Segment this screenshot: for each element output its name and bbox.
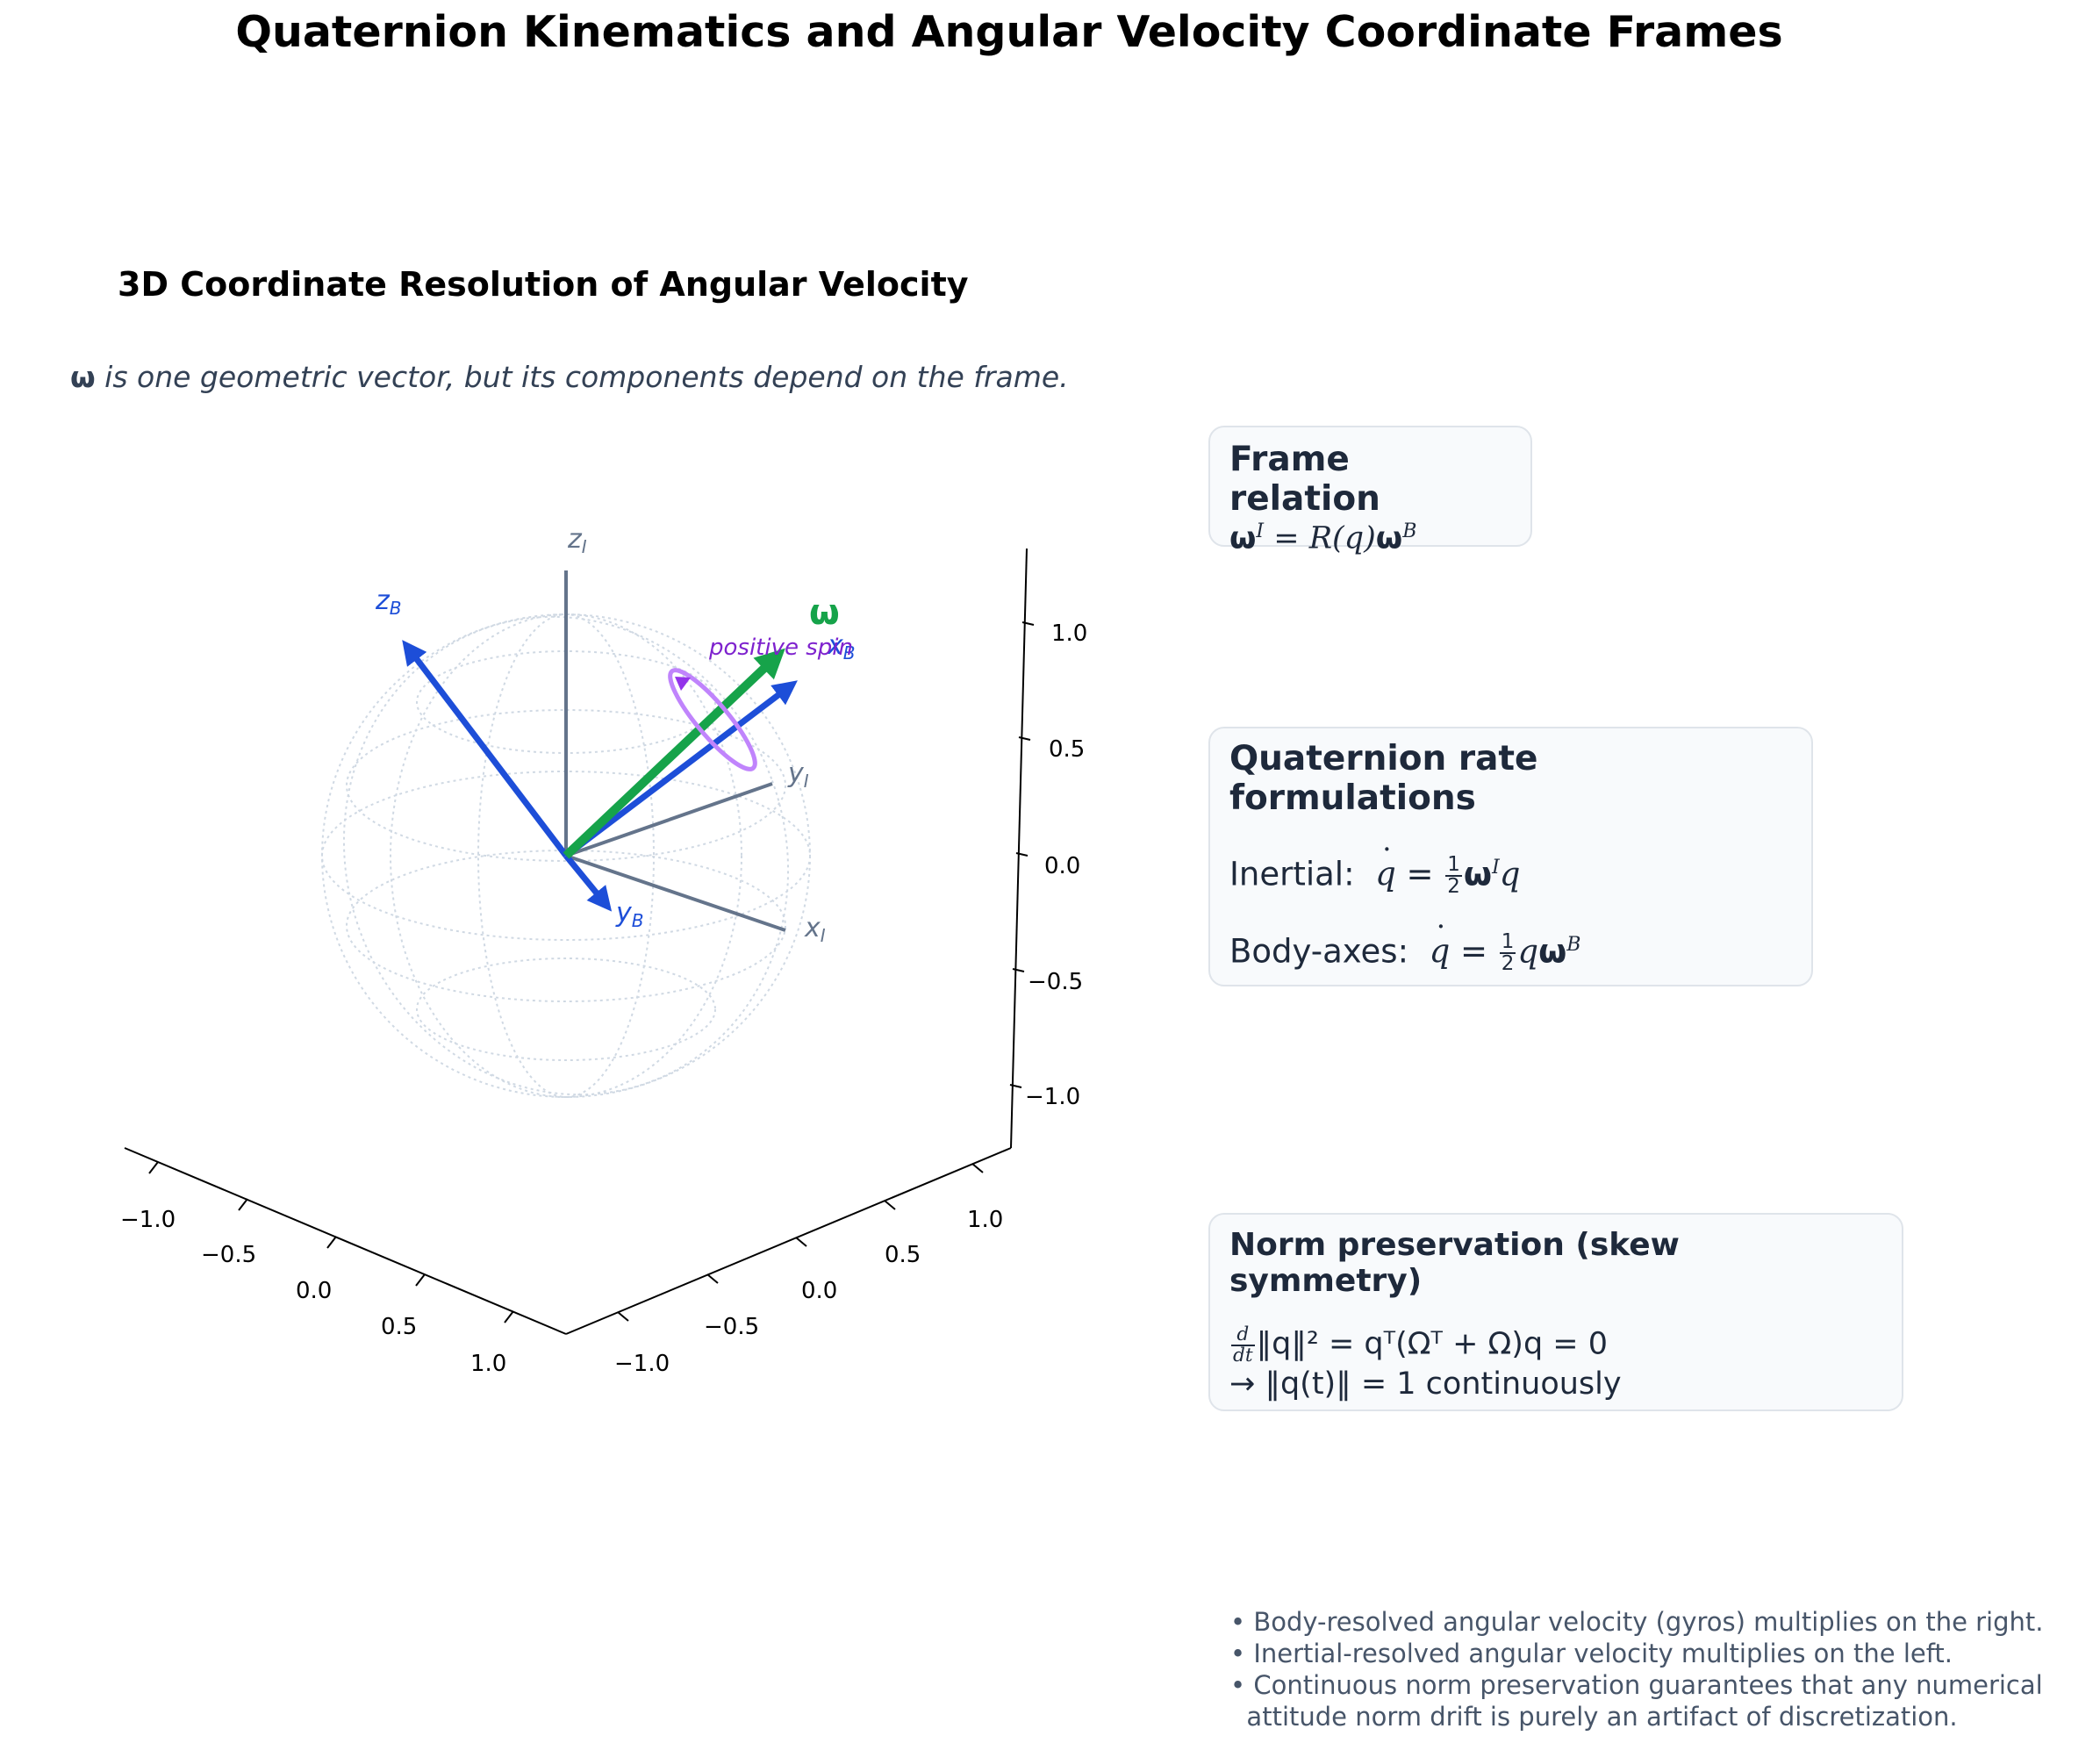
frame-relation-heading: Frame relation bbox=[1229, 440, 1380, 519]
norm-derivative-equation: d dt ‖q‖² = qᵀ(Ωᵀ + Ω)q = 0 bbox=[1231, 1323, 1609, 1366]
inertial-rate-equation: Inertial: q ˙ = 1 2 ωIq bbox=[1229, 843, 1521, 898]
label-z-inertial: zI bbox=[567, 524, 587, 557]
label-z-body: zB bbox=[375, 585, 401, 619]
axis-labels: zI yI xI zB yB xB bbox=[375, 524, 856, 946]
quaternion-rates-heading: Quaternion rate formulations bbox=[1229, 739, 1538, 818]
note-item: • Inertial-resolved angular velocity mul… bbox=[1230, 1639, 1953, 1668]
label-positive-spin: positive spin bbox=[708, 635, 853, 661]
z-tick-label: 1.0 bbox=[1051, 620, 1087, 647]
x-tick-label: −1.0 bbox=[120, 1207, 176, 1233]
x-tick-label: 0.0 bbox=[296, 1278, 332, 1304]
label-y-inertial: yI bbox=[787, 758, 809, 792]
z-tick-label: −0.5 bbox=[1028, 969, 1083, 995]
frame-relation-box: Frame relation ωI = R(q)ωB bbox=[1208, 426, 1532, 556]
spin-arrowhead-icon bbox=[675, 677, 691, 691]
frame-relation-equation: ωI = R(q)ωB bbox=[1229, 520, 1417, 556]
norm-preservation-box: Norm preservation (skew symmetry) d dt ‖q‖… bbox=[1208, 1213, 1903, 1411]
z-tick-label: 0.0 bbox=[1044, 853, 1080, 879]
quaternion-rates-box: Quaternion rate formulations Inertial: q… bbox=[1208, 727, 1813, 986]
label-x-body: xB bbox=[827, 630, 856, 663]
x-tick-label: 0.5 bbox=[381, 1314, 417, 1340]
main-title: Quaternion Kinematics and Angular Veloci… bbox=[235, 7, 1783, 57]
body-z-axis bbox=[402, 640, 569, 858]
note-item: attitude norm drift is purely an artifac… bbox=[1230, 1702, 1958, 1732]
spin-loop bbox=[668, 668, 757, 771]
omega-symbol: ω bbox=[70, 360, 96, 394]
note-item: • Continuous norm preservation guarantee… bbox=[1230, 1670, 2043, 1700]
axes-frame bbox=[124, 548, 1028, 1335]
y-axis-line bbox=[565, 1147, 1012, 1335]
z-tick-label: −1.0 bbox=[1025, 1084, 1080, 1110]
label-y-body: yB bbox=[615, 898, 644, 931]
omega-vector bbox=[563, 648, 785, 859]
sphere-latitude-south-2 bbox=[416, 958, 716, 1061]
y-tick-label: 0.0 bbox=[801, 1278, 837, 1304]
body-x-axis bbox=[563, 680, 798, 858]
body-axes bbox=[402, 640, 798, 912]
note-item: • Body-resolved angular velocity (gyros)… bbox=[1230, 1607, 2044, 1637]
x-axis-line bbox=[124, 1147, 567, 1335]
inertial-y-axis bbox=[565, 782, 773, 857]
panel-title: 3D Coordinate Resolution of Angular Velo… bbox=[118, 265, 969, 304]
z-axis-line bbox=[1010, 548, 1028, 1149]
tick-labels: −1.0 −0.5 0.0 0.5 1.0 −1.0 −0.5 0.0 0.5 … bbox=[120, 620, 1087, 1377]
norm-preservation-heading: Norm preservation (skew symmetry) bbox=[1229, 1227, 1680, 1299]
sphere-meridian-1 bbox=[390, 613, 742, 1098]
inertial-axes bbox=[564, 570, 786, 932]
y-tick-label: 1.0 bbox=[967, 1207, 1003, 1233]
inertial-x-axis bbox=[565, 854, 786, 932]
norm-conclusion: → ‖q(t)‖ = 1 continuously bbox=[1229, 1366, 1622, 1402]
caption-text: is one geometric vector, but its compone… bbox=[95, 360, 1069, 394]
z-tick-label: 0.5 bbox=[1049, 736, 1085, 763]
body-y-axis bbox=[563, 853, 613, 912]
label-x-inertial: xI bbox=[804, 913, 826, 946]
label-omega: ω bbox=[809, 592, 840, 633]
notes-list: • Body-resolved angular velocity (gyros)… bbox=[1230, 1606, 2044, 1732]
y-tick-label: −0.5 bbox=[704, 1314, 759, 1340]
axes-ticks bbox=[148, 621, 1035, 1323]
y-tick-label: 0.5 bbox=[885, 1242, 921, 1268]
sphere-latitude-south bbox=[346, 850, 786, 1002]
sphere-meridian-3 bbox=[342, 615, 790, 1096]
x-tick-label: −0.5 bbox=[201, 1242, 256, 1268]
panel-caption: ω is one geometric vector, but its compo… bbox=[70, 360, 1069, 394]
x-tick-label: 1.0 bbox=[470, 1351, 506, 1377]
body-rate-equation: Body-axes: q ˙ = 1 2 qωB bbox=[1229, 920, 1581, 975]
sphere-latitude-north bbox=[346, 709, 786, 862]
y-tick-label: −1.0 bbox=[614, 1351, 670, 1377]
